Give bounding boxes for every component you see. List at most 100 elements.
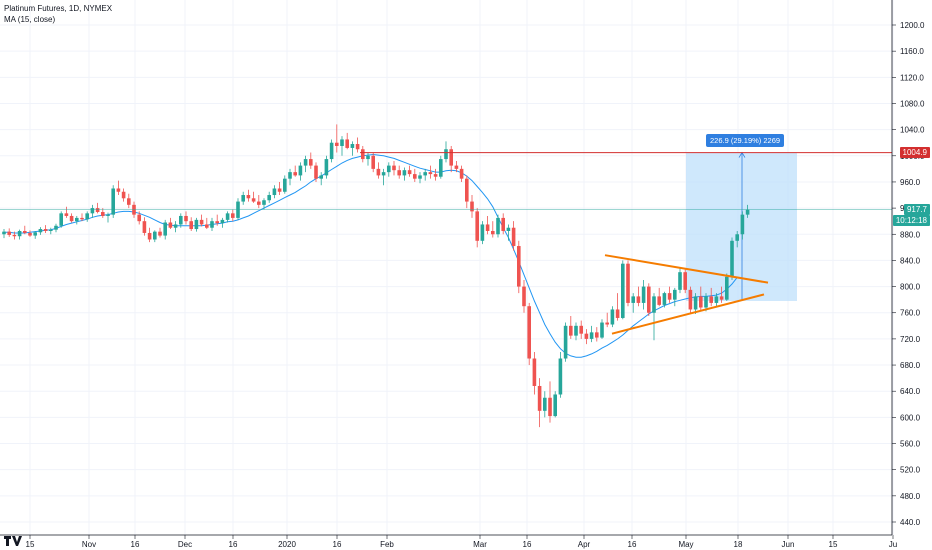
candles [2, 124, 750, 428]
triangle-upper-line [604, 254, 769, 284]
candle-body [688, 289, 693, 310]
candle-body [652, 296, 656, 313]
candle-body [246, 195, 251, 199]
candle-body [480, 224, 485, 241]
candle-body [615, 309, 620, 318]
candle-body [589, 332, 594, 339]
x-tick-label: Jun [782, 540, 795, 549]
symbol-title: Platinum Futures, 1D, NYMEX [4, 4, 113, 13]
y-tick-label: 760.0 [900, 309, 921, 318]
candle-body [579, 325, 583, 334]
candle-body [704, 296, 708, 308]
candle-body [231, 213, 235, 218]
candle-body [595, 332, 599, 338]
candle-body [371, 155, 375, 169]
candle-body [17, 230, 22, 237]
candle-body [714, 296, 719, 303]
candle-body [667, 293, 672, 300]
candle-body [439, 159, 443, 177]
candle-body [600, 322, 604, 338]
x-tick-label: Apr [578, 540, 591, 549]
candle-body [127, 198, 131, 205]
candle-body [189, 221, 193, 230]
candle-body [584, 333, 589, 339]
candle-body [470, 201, 474, 212]
candle-body [262, 200, 266, 205]
candle-body [496, 217, 500, 235]
x-tick-label: Ju [889, 540, 897, 549]
candle-body [90, 208, 95, 214]
candle-body [553, 394, 557, 417]
candle-body [423, 172, 427, 176]
x-tick-label: Mar [473, 540, 487, 549]
candle-body [106, 214, 110, 216]
x-tick-label: 15 [26, 540, 35, 549]
candle-body [210, 221, 214, 228]
candle-body [719, 296, 724, 300]
grid [0, 0, 894, 535]
candle-body [449, 149, 453, 166]
candle-body [574, 325, 578, 336]
candle-body [740, 214, 745, 235]
candle-body [475, 211, 479, 241]
candle-body [59, 213, 63, 226]
candle-body [511, 227, 516, 247]
y-tick-label: 720.0 [900, 335, 921, 344]
candle-body [75, 217, 79, 222]
y-tick-label: 1120.0 [900, 73, 924, 82]
candle-body [527, 306, 531, 359]
y-tick-label: 1160.0 [900, 47, 924, 56]
candle-body [345, 139, 349, 148]
candle-body [179, 215, 183, 225]
y-tick-label: 1200.0 [900, 21, 925, 30]
last-price-tag: 917.7 [903, 204, 930, 215]
candle-body [657, 296, 661, 305]
candle-body [2, 231, 6, 235]
candle-body [267, 195, 271, 201]
candle-body [173, 224, 178, 228]
candle-body [683, 272, 687, 290]
candle-body [101, 212, 105, 216]
x-tick-label: Nov [82, 540, 96, 549]
candle-body [288, 172, 292, 179]
candle-body [277, 188, 282, 192]
candle-body [631, 296, 635, 303]
candle-body [569, 325, 573, 336]
candle-body [163, 222, 167, 236]
candle-body [158, 231, 162, 236]
candle-body [309, 159, 313, 166]
candle-body [241, 195, 245, 202]
candle-body [168, 222, 173, 228]
candle-body [283, 178, 287, 192]
horizontal-lines [0, 152, 892, 211]
candle-body [491, 230, 495, 235]
candle-body [298, 165, 303, 176]
candle-body [340, 139, 344, 146]
candle-body [376, 168, 381, 176]
candle-body [23, 230, 27, 233]
y-tick-label: 1040.0 [900, 126, 925, 135]
candle-body [725, 276, 729, 300]
candle-body [610, 309, 615, 325]
y-tick-label: 840.0 [900, 256, 921, 265]
candle-body [194, 219, 199, 230]
candle-body [485, 224, 490, 231]
candle-body [257, 201, 261, 205]
y-tick-label: 1080.0 [900, 99, 925, 108]
x-tick-label: May [678, 540, 693, 549]
candle-body [433, 174, 438, 177]
candle-body [459, 168, 464, 179]
triangle-pattern[interactable] [604, 254, 769, 335]
candle-body [220, 219, 225, 224]
candle-body [465, 178, 469, 202]
triangle-lower-line [611, 293, 765, 335]
candle-body [699, 296, 703, 308]
candle-body [142, 221, 147, 233]
candle-body [366, 155, 370, 160]
candle-body [329, 142, 334, 160]
y-tick-label: 440.0 [900, 518, 921, 527]
candle-body [558, 358, 563, 395]
candle-body [324, 159, 329, 176]
candle-body [387, 165, 391, 173]
